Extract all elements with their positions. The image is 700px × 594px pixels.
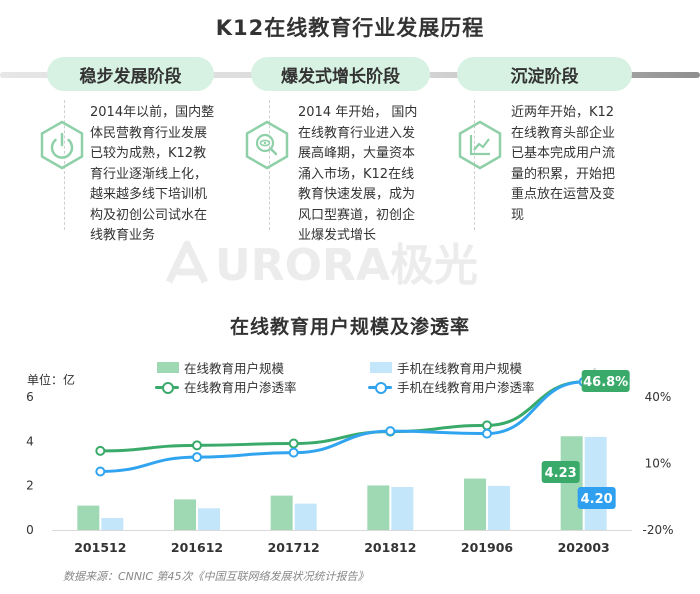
right-tick-label: 40%: [645, 390, 672, 404]
stage-pill-1: 稳步发展阶段: [47, 57, 214, 91]
online-rate-point: [482, 420, 492, 431]
unit-label: 单位：亿: [27, 373, 76, 387]
left-tick-label: 4: [26, 434, 34, 448]
legend-item-line1: 在线教育用户渗透率: [155, 377, 297, 396]
magnifier-eye-icon: [245, 120, 289, 170]
mobile-rate-point: [95, 466, 106, 477]
x-tick-label: 201906: [461, 540, 513, 555]
legend-swatch: [155, 381, 179, 394]
stage-divider: [64, 100, 65, 230]
online-rate-line: [98, 380, 586, 453]
x-tick-label: 201712: [268, 540, 320, 555]
x-tick-label: 202003: [558, 540, 610, 555]
bar-mobile-users: [584, 436, 607, 530]
legend-item-bar1: 在线教育用户规模: [157, 358, 284, 377]
online-rate-point: [95, 445, 106, 456]
stage-text-1: 2014年以前，国内整 体民营教育行业发展 已较为成熟，K12教 育行业逐渐线上…: [90, 105, 215, 243]
legend-label: 手机在线教育用户渗透率: [397, 380, 535, 395]
bar-mobile-users: [488, 485, 510, 530]
rate-label-box: [581, 370, 630, 392]
stage-divider: [269, 100, 270, 230]
watermark-logo: URORA极光: [165, 240, 478, 291]
legend-label: 在线教育用户渗透率: [184, 380, 297, 395]
chart-title: 在线教育用户规模及渗透率: [229, 316, 470, 338]
x-tick-label: 201612: [171, 540, 223, 555]
stage-pill-3: 沉淀阶段: [457, 57, 632, 91]
bar-online-users: [77, 505, 100, 530]
source-note: 数据来源：CNNIC 第45次《中国互联网络发展状况统计报告》: [63, 570, 369, 583]
mobile-rate-point: [288, 447, 299, 458]
legend-label: 手机在线教育用户规模: [397, 361, 523, 376]
bar-online-users: [270, 495, 293, 530]
power-icon: [40, 120, 84, 170]
bar1-label-box: [541, 461, 580, 483]
mobile-rate-point: [192, 452, 202, 463]
right-tick-label: 10%: [645, 457, 672, 471]
page-title: K12在线教育行业发展历程: [215, 16, 485, 40]
mobile-rate-point: [385, 426, 396, 437]
legend-label: 在线教育用户规模: [184, 361, 285, 376]
bar-mobile-users: [294, 503, 317, 530]
stage-pill-2: 爆发式增长阶段: [251, 57, 430, 91]
mobile-rate-point: [482, 428, 492, 439]
left-tick-label: 2: [26, 479, 34, 493]
x-tick-label: 201812: [364, 540, 416, 555]
x-tick-label: 201512: [74, 540, 126, 555]
bar-online-users: [560, 436, 583, 530]
right-tick-label: -20%: [642, 523, 673, 537]
stage-text-3: 近两年开始，K12 在线教育头部企业 已基本完成用户流 量的积累，开始把 重点放…: [511, 105, 616, 223]
legend-swatch: [370, 362, 392, 373]
bar-online-users: [174, 499, 196, 530]
mobile-rate-line: [98, 380, 586, 473]
bar1-value-label: 4.23: [545, 466, 577, 481]
rate-label: 46.8%: [583, 375, 628, 390]
online-rate-point: [288, 438, 299, 449]
bar-mobile-users: [101, 518, 124, 530]
online-rate-point: [192, 440, 202, 451]
legend-swatch: [368, 381, 392, 394]
legend-swatch: [157, 362, 179, 373]
bar2-value-label: 4.20: [581, 492, 613, 507]
legend-item-line2: 手机在线教育用户渗透率: [368, 377, 535, 396]
watermark-text: URORA极光: [215, 240, 478, 291]
legend-item-bar2: 手机在线教育用户规模: [370, 358, 522, 377]
bar-mobile-users: [198, 508, 220, 530]
stage-text-2: 2014 年开始， 国内 在线教育行业进入发 展高峰期，大量资本 涌入市场，K1…: [298, 105, 418, 243]
left-tick-label: 6: [26, 390, 34, 404]
bar-mobile-users: [391, 486, 414, 530]
left-tick-label: 0: [26, 523, 34, 537]
bar-online-users: [367, 485, 390, 530]
line-chart-icon: [458, 120, 502, 170]
bar-online-users: [464, 478, 486, 530]
bar2-label-box: [577, 487, 616, 509]
